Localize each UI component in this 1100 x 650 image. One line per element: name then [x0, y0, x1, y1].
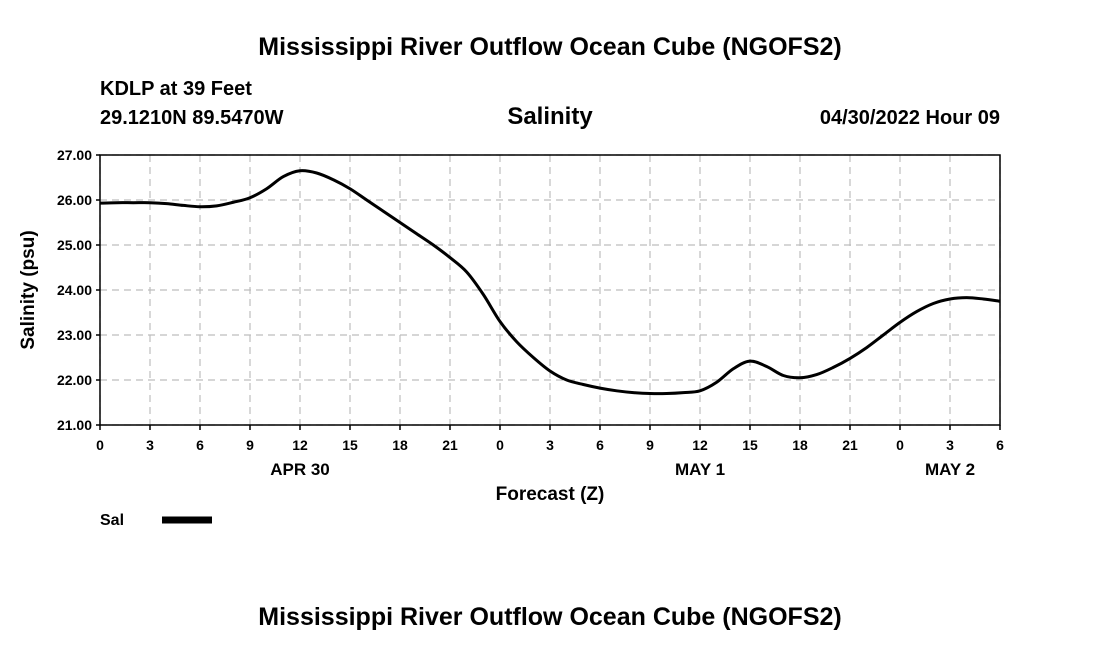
forecast-datetime: 04/30/2022 Hour 09	[820, 107, 1000, 129]
data-point	[299, 170, 301, 172]
data-point	[649, 393, 651, 395]
data-point	[116, 202, 118, 204]
data-point	[782, 375, 784, 377]
data-point	[249, 197, 251, 199]
footer-title: Mississippi River Outflow Ocean Cube (NG…	[258, 603, 841, 631]
x-tick-label: 3	[146, 437, 154, 453]
data-point	[482, 294, 484, 296]
data-point	[416, 233, 418, 235]
data-point	[382, 210, 384, 212]
data-point	[316, 172, 318, 174]
x-tick-label: 3	[546, 437, 554, 453]
data-point	[432, 244, 434, 246]
plot-frame	[99, 154, 1001, 426]
data-point	[749, 360, 751, 362]
data-point	[949, 298, 951, 300]
data-point	[799, 377, 801, 379]
data-point	[966, 297, 968, 299]
x-tick-label: 15	[342, 437, 358, 453]
y-tick-label: 23.00	[57, 327, 92, 343]
data-point	[882, 334, 884, 336]
data-point	[182, 204, 184, 206]
data-point	[866, 347, 868, 349]
x-tick-label: 9	[246, 437, 254, 453]
data-point	[232, 201, 234, 203]
x-tick-label: 0	[496, 437, 504, 453]
data-point	[132, 202, 134, 204]
data-point	[216, 205, 218, 207]
data-point	[566, 379, 568, 381]
legend-label: Sal	[100, 512, 124, 529]
data-point	[349, 188, 351, 190]
y-tick-label: 24.00	[57, 282, 92, 298]
data-point	[166, 203, 168, 205]
data-point	[932, 303, 934, 305]
x-tick-label: 9	[646, 437, 654, 453]
data-point	[916, 311, 918, 313]
data-point	[816, 374, 818, 376]
data-point	[466, 271, 468, 273]
data-point	[599, 387, 601, 389]
series-line-sal	[99, 169, 1001, 396]
data-point	[766, 366, 768, 368]
data-point	[332, 179, 334, 181]
data-point	[449, 257, 451, 259]
x-tick-label: 0	[896, 437, 904, 453]
x-tick-label: 18	[392, 437, 408, 453]
data-point	[582, 384, 584, 386]
y-tick-label: 27.00	[57, 147, 92, 163]
data-point	[149, 202, 151, 204]
y-tick-label: 25.00	[57, 237, 92, 253]
series-layer	[99, 169, 1001, 396]
x-tick-label: 21	[842, 437, 858, 453]
data-point	[366, 199, 368, 201]
x-tick-label: 12	[292, 437, 308, 453]
data-point	[716, 381, 718, 383]
y-tick-label: 26.00	[57, 192, 92, 208]
data-point	[499, 321, 501, 323]
grid-lines	[99, 154, 1001, 426]
day-label: APR 30	[270, 460, 330, 479]
x-tick-label: 15	[742, 437, 758, 453]
data-point	[549, 370, 551, 372]
y-tick-label: 21.00	[57, 417, 92, 433]
data-point	[699, 390, 701, 392]
chart-main-title: Mississippi River Outflow Ocean Cube (NG…	[258, 33, 841, 61]
data-point	[849, 357, 851, 359]
x-tick-label: 6	[196, 437, 204, 453]
day-label: MAY 2	[925, 460, 975, 479]
station-label: KDLP at 39 Feet	[100, 78, 252, 100]
day-labels: APR 30 MAY 1 MAY 2	[270, 460, 975, 479]
x-tick-label: 18	[792, 437, 808, 453]
x-tick-label: 6	[996, 437, 1004, 453]
y-tick-labels: 21.00 22.00 23.00 24.00 25.00 26.00 27.00	[57, 147, 100, 433]
data-point	[616, 390, 618, 392]
data-point	[899, 321, 901, 323]
day-label: MAY 1	[675, 460, 725, 479]
data-point	[666, 393, 668, 395]
data-point	[982, 298, 984, 300]
x-tick-label: 0	[96, 437, 104, 453]
data-point	[532, 357, 534, 359]
x-tick-label: 12	[692, 437, 708, 453]
y-tick-label: 22.00	[57, 372, 92, 388]
data-point	[399, 222, 401, 224]
data-point	[266, 188, 268, 190]
data-point	[832, 366, 834, 368]
x-tick-labels: 0 3 6 9 12 15 18 21 0 3 6 9 12 15 18 21 0 3 6	[96, 425, 1004, 453]
coordinates-label: 29.1210N 89.5470W	[100, 107, 284, 129]
x-tick-label: 3	[946, 437, 954, 453]
data-point	[516, 341, 518, 343]
y-axis-label: Salinity (psu)	[18, 230, 39, 349]
x-tick-label: 6	[596, 437, 604, 453]
data-point	[632, 392, 634, 394]
data-point	[732, 368, 734, 370]
plot-title: Salinity	[507, 103, 593, 130]
data-point	[199, 206, 201, 208]
data-point	[282, 176, 284, 178]
data-point	[682, 392, 684, 394]
x-tick-label: 21	[442, 437, 458, 453]
x-axis-label: Forecast (Z)	[496, 484, 605, 505]
